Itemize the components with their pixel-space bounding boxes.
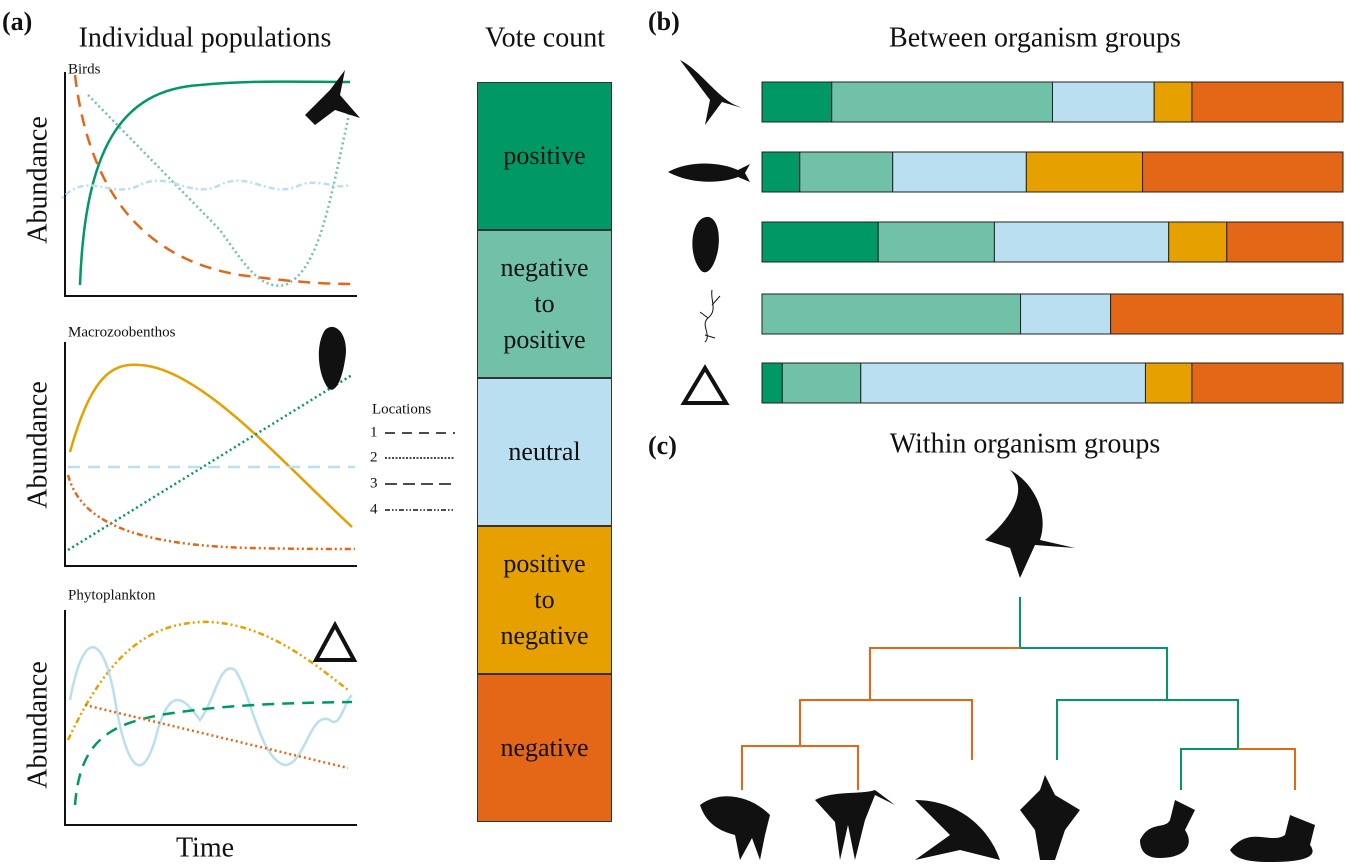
title: Vote count bbox=[485, 22, 605, 53]
bar-segment bbox=[1191, 362, 1344, 404]
bird-icon bbox=[985, 470, 1075, 578]
mussel-icon bbox=[692, 216, 719, 273]
axes bbox=[64, 72, 357, 297]
tree-branch bbox=[1019, 597, 1239, 790]
title: Between organism groups bbox=[889, 22, 1181, 53]
bar-segment bbox=[993, 221, 1170, 263]
curve bbox=[73, 700, 353, 806]
vote-box: negative to positive bbox=[477, 230, 612, 378]
vote-label: negative to positive bbox=[500, 253, 589, 354]
curve bbox=[73, 74, 356, 286]
bar-segment bbox=[1052, 81, 1155, 123]
vote-box: positive to negative bbox=[477, 526, 612, 674]
bird-icons bbox=[700, 775, 1315, 862]
bar-segment bbox=[761, 81, 833, 123]
bar-segment bbox=[892, 151, 1027, 193]
bar-segment bbox=[1025, 151, 1144, 193]
bar-segment bbox=[1020, 293, 1112, 335]
bar-segment bbox=[799, 151, 894, 193]
vote-label: positive bbox=[503, 141, 586, 170]
panel-label: (b) bbox=[648, 7, 680, 36]
bar-segment bbox=[1142, 151, 1344, 193]
bar-segment bbox=[1191, 81, 1344, 123]
vote-label: positive to negative bbox=[500, 549, 589, 650]
stacked-bars bbox=[761, 81, 1344, 404]
bar-segment bbox=[1226, 221, 1344, 263]
y-label: Abundance bbox=[22, 381, 53, 509]
curve bbox=[68, 363, 353, 528]
bar-segment bbox=[761, 362, 783, 404]
axes bbox=[64, 342, 357, 567]
legend-title: Locations bbox=[372, 401, 431, 417]
legend-item: 4 bbox=[370, 501, 378, 517]
y-label: Abundance bbox=[22, 116, 53, 244]
plot-title: Phytoplankton bbox=[68, 587, 156, 603]
legend-item: 2 bbox=[370, 449, 378, 465]
vote-label: negative bbox=[500, 733, 589, 762]
curve bbox=[67, 373, 353, 552]
fish-icon bbox=[668, 163, 750, 182]
vote-label: neutral bbox=[508, 437, 581, 466]
bar-segment bbox=[781, 362, 862, 404]
title: Within organism groups bbox=[890, 428, 1161, 459]
curve bbox=[66, 474, 356, 551]
curve bbox=[78, 80, 351, 286]
bird-icon bbox=[680, 60, 742, 125]
mussel-icon bbox=[318, 326, 346, 390]
y-label: Abundance bbox=[22, 661, 53, 789]
bar-segment bbox=[877, 221, 995, 263]
x-label: Time bbox=[176, 832, 234, 863]
plant-icon bbox=[699, 289, 721, 343]
panel-label: (a) bbox=[2, 7, 32, 36]
vote-box: positive bbox=[477, 82, 612, 230]
tree-branch bbox=[741, 647, 1296, 790]
bar-segment bbox=[831, 81, 1053, 123]
bar-segment bbox=[1110, 293, 1344, 335]
plot-title: Birds bbox=[68, 61, 101, 77]
diatom-icon bbox=[680, 364, 730, 405]
title: Individual populations bbox=[79, 22, 332, 53]
axes bbox=[64, 610, 357, 826]
curve bbox=[61, 179, 351, 199]
bar-segment bbox=[761, 221, 879, 263]
bar-segment bbox=[860, 362, 1146, 404]
plot-title: Macrozoobenthos bbox=[68, 324, 176, 340]
bar-segment bbox=[1144, 362, 1193, 404]
bar-segment bbox=[1168, 221, 1228, 263]
panel-label: (c) bbox=[648, 431, 677, 460]
vote-box: neutral bbox=[477, 378, 612, 526]
bar-segment bbox=[761, 151, 801, 193]
bar-segment bbox=[1153, 81, 1193, 123]
diatom-icon bbox=[312, 620, 358, 662]
bar-segment bbox=[761, 293, 1022, 335]
legend-item: 1 bbox=[370, 424, 378, 440]
vote-box: negative bbox=[477, 674, 612, 822]
curve bbox=[84, 703, 349, 770]
curve bbox=[68, 646, 353, 767]
legend-item: 3 bbox=[370, 475, 378, 491]
curve bbox=[87, 94, 352, 287]
bird-icon bbox=[305, 70, 360, 125]
